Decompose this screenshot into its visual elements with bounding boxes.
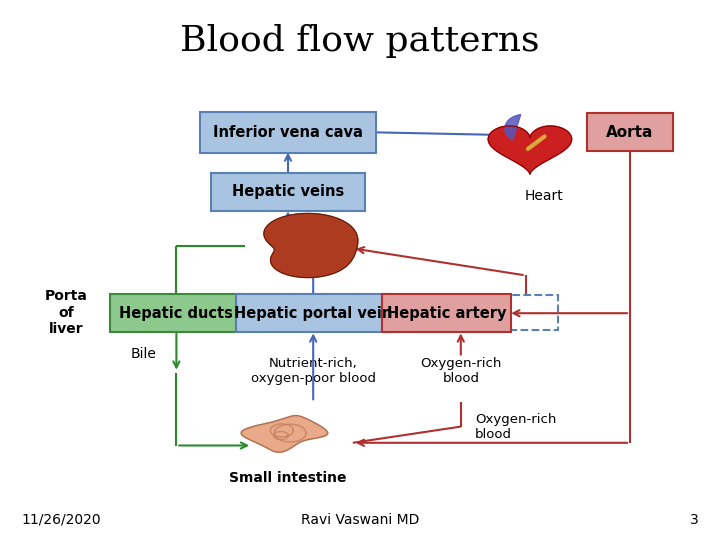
- FancyBboxPatch shape: [382, 294, 511, 332]
- Text: 3: 3: [690, 512, 698, 526]
- Text: Heart: Heart: [524, 189, 563, 203]
- Text: Small intestine: Small intestine: [229, 471, 347, 485]
- Polygon shape: [265, 214, 356, 277]
- Text: Inferior vena cava: Inferior vena cava: [213, 125, 363, 140]
- Text: Oxygen-rich
blood: Oxygen-rich blood: [420, 357, 502, 386]
- Text: Hepatic ducts: Hepatic ducts: [120, 306, 233, 321]
- Text: Hepatic artery: Hepatic artery: [387, 306, 506, 321]
- Text: Liver: Liver: [299, 232, 333, 246]
- Text: 11/26/2020: 11/26/2020: [22, 512, 102, 526]
- Text: Hepatic portal vein: Hepatic portal vein: [234, 306, 392, 321]
- Polygon shape: [488, 126, 572, 174]
- Bar: [112, 295, 558, 330]
- Text: Nutrient-rich,
oxygen-poor blood: Nutrient-rich, oxygen-poor blood: [251, 357, 376, 386]
- Polygon shape: [505, 114, 521, 140]
- Text: Oxygen-rich
blood: Oxygen-rich blood: [475, 413, 557, 441]
- FancyBboxPatch shape: [587, 113, 673, 151]
- Text: Hepatic veins: Hepatic veins: [232, 184, 344, 199]
- FancyBboxPatch shape: [236, 294, 390, 332]
- Polygon shape: [241, 416, 328, 452]
- Polygon shape: [264, 213, 358, 278]
- Text: Bile: Bile: [131, 347, 157, 361]
- FancyBboxPatch shape: [211, 173, 366, 211]
- FancyBboxPatch shape: [200, 112, 376, 152]
- Text: Aorta: Aorta: [606, 125, 654, 140]
- Text: Ravi Vaswani MD: Ravi Vaswani MD: [301, 512, 419, 526]
- Text: Porta
of
liver: Porta of liver: [45, 289, 88, 336]
- FancyBboxPatch shape: [109, 294, 243, 332]
- Text: Blood flow patterns: Blood flow patterns: [180, 24, 540, 58]
